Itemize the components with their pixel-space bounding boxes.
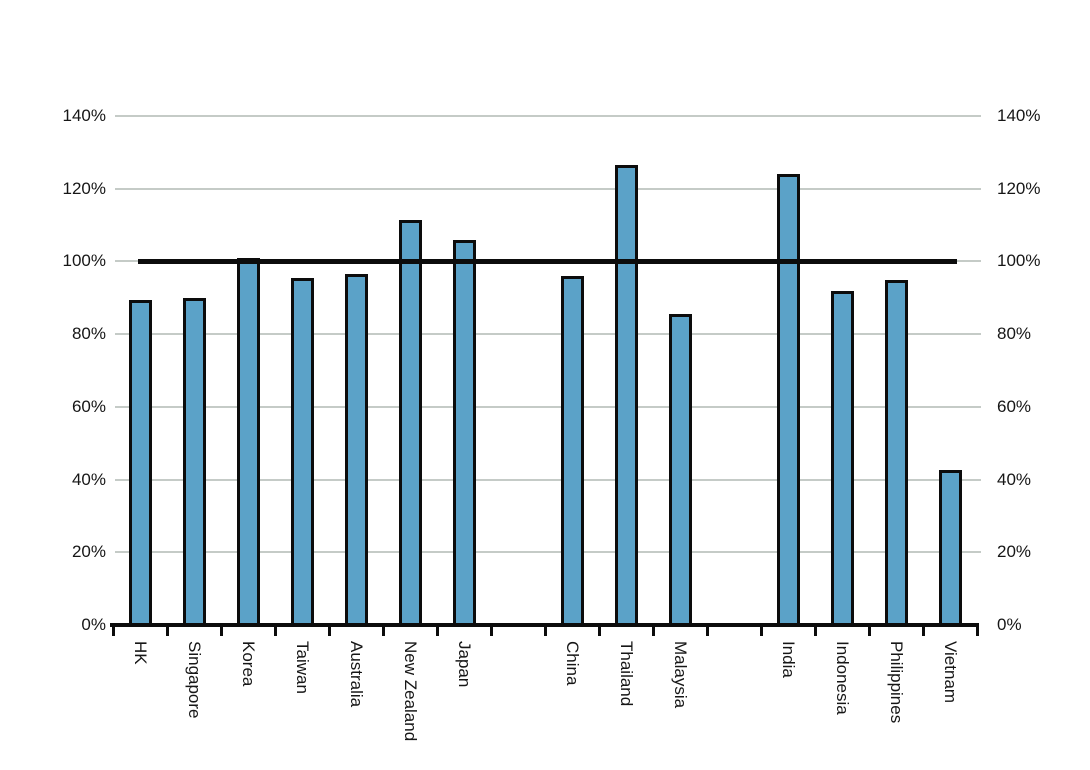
- category-label-indonesia: Indonesia: [833, 641, 852, 715]
- x-tick: [328, 627, 331, 636]
- y-tick-label-right: 100%: [997, 251, 1041, 271]
- x-tick: [490, 627, 493, 636]
- bar-indonesia: [830, 290, 854, 627]
- bar-philippines: [884, 279, 908, 627]
- y-tick-label-right: 60%: [997, 396, 1032, 416]
- x-tick: [922, 627, 925, 636]
- y-tick-label-left: 100%: [62, 251, 106, 271]
- bar-japan: [452, 239, 476, 627]
- bar-vietnam: [938, 470, 962, 627]
- gridline: [115, 333, 981, 336]
- category-label-new-zealand: New Zealand: [401, 641, 420, 742]
- gridline: [115, 405, 981, 408]
- gridline: [115, 551, 981, 554]
- bar-australia: [344, 274, 368, 627]
- bar-new-zealand: [398, 219, 422, 627]
- y-tick-label-right: 80%: [997, 324, 1032, 344]
- category-label-singapore: Singapore: [185, 641, 204, 719]
- x-tick: [706, 627, 709, 636]
- x-tick: [814, 627, 817, 636]
- x-tick: [976, 627, 979, 636]
- bar-hk: [128, 299, 152, 627]
- gridline: [115, 187, 981, 190]
- reference-line-100: [138, 259, 957, 265]
- bar-india: [776, 174, 800, 627]
- category-label-thailand: Thailand: [617, 641, 636, 707]
- y-tick-label-left: 140%: [62, 106, 106, 125]
- y-tick-label-right: 40%: [997, 469, 1032, 489]
- x-tick: [274, 627, 277, 636]
- category-label-australia: Australia: [347, 641, 366, 708]
- x-tick: [166, 627, 169, 636]
- category-label-hk: HK: [131, 641, 150, 665]
- x-tick: [760, 627, 763, 636]
- bar-malaysia: [668, 314, 692, 627]
- x-tick: [598, 627, 601, 636]
- y-tick-label-right: 0%: [997, 615, 1022, 634]
- bar-taiwan: [290, 277, 314, 627]
- gridline: [115, 478, 981, 481]
- x-tick: [112, 627, 115, 636]
- y-tick-label-left: 120%: [62, 178, 106, 198]
- y-tick-label-left: 20%: [71, 542, 106, 562]
- x-tick: [544, 627, 547, 636]
- bar-singapore: [182, 297, 206, 627]
- bar-thailand: [614, 165, 638, 627]
- category-label-china: China: [563, 641, 582, 686]
- gridline: [115, 115, 981, 117]
- bar-korea: [236, 257, 260, 627]
- x-tick: [382, 627, 385, 636]
- x-tick: [220, 627, 223, 636]
- x-tick: [436, 627, 439, 636]
- x-tick: [868, 627, 871, 636]
- category-label-india: India: [779, 641, 798, 678]
- category-label-japan: Japan: [455, 641, 474, 688]
- category-label-korea: Korea: [239, 641, 258, 687]
- category-label-vietnam: Vietnam: [941, 641, 960, 704]
- y-tick-label-left: 40%: [71, 469, 106, 489]
- y-tick-label-right: 120%: [997, 178, 1041, 198]
- y-tick-label-left: 80%: [71, 324, 106, 344]
- y-tick-label-left: 60%: [71, 396, 106, 416]
- category-label-malaysia: Malaysia: [671, 641, 690, 709]
- category-label-taiwan: Taiwan: [293, 641, 312, 694]
- category-label-philippines: Philippines: [887, 641, 906, 724]
- y-tick-label-left: 0%: [81, 615, 106, 634]
- y-tick-label-right: 140%: [997, 106, 1041, 125]
- x-axis-line: [110, 623, 979, 627]
- y-tick-label-right: 20%: [997, 542, 1032, 562]
- bar-china: [560, 275, 584, 627]
- x-tick: [652, 627, 655, 636]
